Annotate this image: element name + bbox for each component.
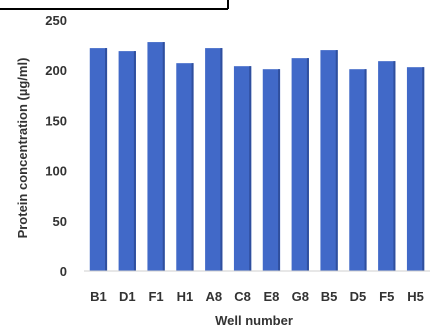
x-tick-label: G8 <box>292 289 309 304</box>
bar-shade <box>335 50 338 272</box>
bar-e8 <box>262 69 281 271</box>
y-tick-label: 100 <box>45 164 67 179</box>
bar-shade <box>393 61 396 271</box>
x-tick-label: F5 <box>379 289 394 304</box>
y-tick-label: 50 <box>53 214 67 229</box>
x-tick-label: C8 <box>234 289 251 304</box>
y-tick-label: 0 <box>60 264 67 279</box>
x-tick-label: H5 <box>407 289 424 304</box>
bar-h5 <box>406 67 425 271</box>
y-tick-label: 150 <box>45 113 67 128</box>
bar-b1 <box>89 48 108 271</box>
bar-f5 <box>378 61 396 271</box>
x-axis-label: Well number <box>215 313 293 328</box>
legend-box-fragment <box>0 0 229 10</box>
bar-shade <box>249 66 252 272</box>
x-tick-label: A8 <box>205 289 222 304</box>
bar-h1 <box>176 63 194 272</box>
y-tick-label: 200 <box>45 63 67 78</box>
bar-shade <box>278 69 281 271</box>
bar-d1 <box>118 51 136 272</box>
x-tick-label: E8 <box>263 289 279 304</box>
bar-d5 <box>349 69 367 271</box>
bar-f1 <box>147 42 165 272</box>
bar-b5 <box>320 50 338 272</box>
x-tick-label: D1 <box>119 289 136 304</box>
x-tick-label: D5 <box>350 289 367 304</box>
y-axis-ticks: 0 50 100 150 200 250 <box>45 13 67 279</box>
x-tick-label: H1 <box>177 289 194 304</box>
bar-g8 <box>291 58 309 271</box>
bar-shade <box>133 51 136 272</box>
bar-shade <box>220 48 223 271</box>
y-axis-label: Protein concentration (µg/ml) <box>15 58 30 239</box>
bar-shade <box>105 48 108 271</box>
x-axis-ticks: B1 D1 F1 H1 A8 C8 E8 G8 B5 D5 F5 H5 <box>90 289 424 304</box>
bar-shade <box>191 63 194 272</box>
y-tick-label: 250 <box>45 13 67 28</box>
bars <box>89 42 425 272</box>
x-tick-label: B1 <box>90 289 107 304</box>
bar-a8 <box>205 48 223 271</box>
bar-shade <box>364 69 367 271</box>
bar-c8 <box>233 66 252 272</box>
bar-shade <box>162 42 165 272</box>
bar-shade <box>306 58 309 271</box>
bar-shade <box>422 67 425 271</box>
x-tick-label: F1 <box>148 289 163 304</box>
x-tick-label: B5 <box>321 289 338 304</box>
